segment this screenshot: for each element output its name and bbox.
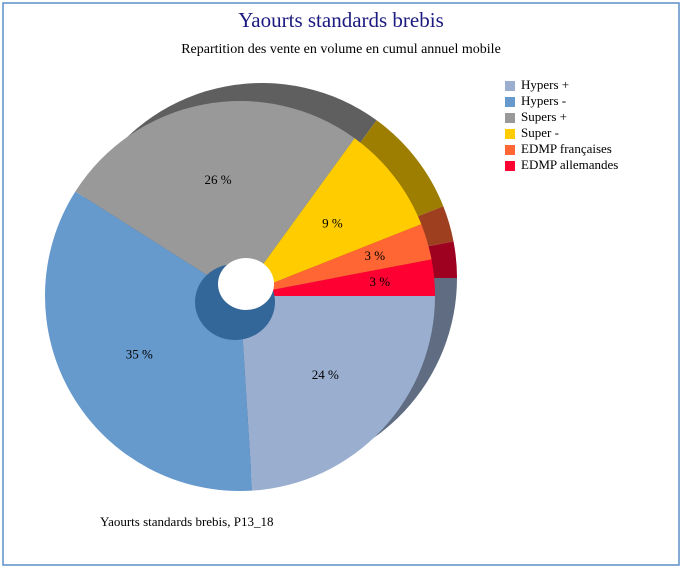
footnote: Yaourts standards brebis, P13_18 <box>100 514 273 529</box>
legend-label: EDMP françaises <box>521 141 612 156</box>
data-label: 3 % <box>369 274 390 289</box>
data-label: 3 % <box>365 248 386 263</box>
slice <box>45 191 253 491</box>
slice <box>240 259 435 296</box>
legend-swatch <box>505 145 515 155</box>
data-label: 24 % <box>312 367 339 382</box>
data-label: 26 % <box>205 172 232 187</box>
legend-label: Hypers - <box>521 93 566 108</box>
legend-swatch <box>505 97 515 107</box>
slice <box>240 296 435 491</box>
legend-swatch <box>505 161 515 171</box>
hole <box>218 258 274 310</box>
chart-title: Yaourts standards brebis <box>238 8 444 32</box>
slice <box>75 100 355 297</box>
slice <box>240 224 432 296</box>
legend-label: Hypers + <box>521 77 569 92</box>
legend-label: Supers + <box>521 109 567 124</box>
legend-swatch <box>505 129 515 139</box>
legend-label: Super - <box>521 125 559 140</box>
legend-swatch <box>505 113 515 123</box>
data-label: 9 % <box>322 215 343 230</box>
chart-subtitle: Repartition des vente en volume en cumul… <box>181 42 501 57</box>
legend-label: EDMP allemandes <box>521 157 618 172</box>
legend-swatch <box>505 81 515 91</box>
slice <box>240 138 422 296</box>
data-label: 35 % <box>126 347 153 362</box>
